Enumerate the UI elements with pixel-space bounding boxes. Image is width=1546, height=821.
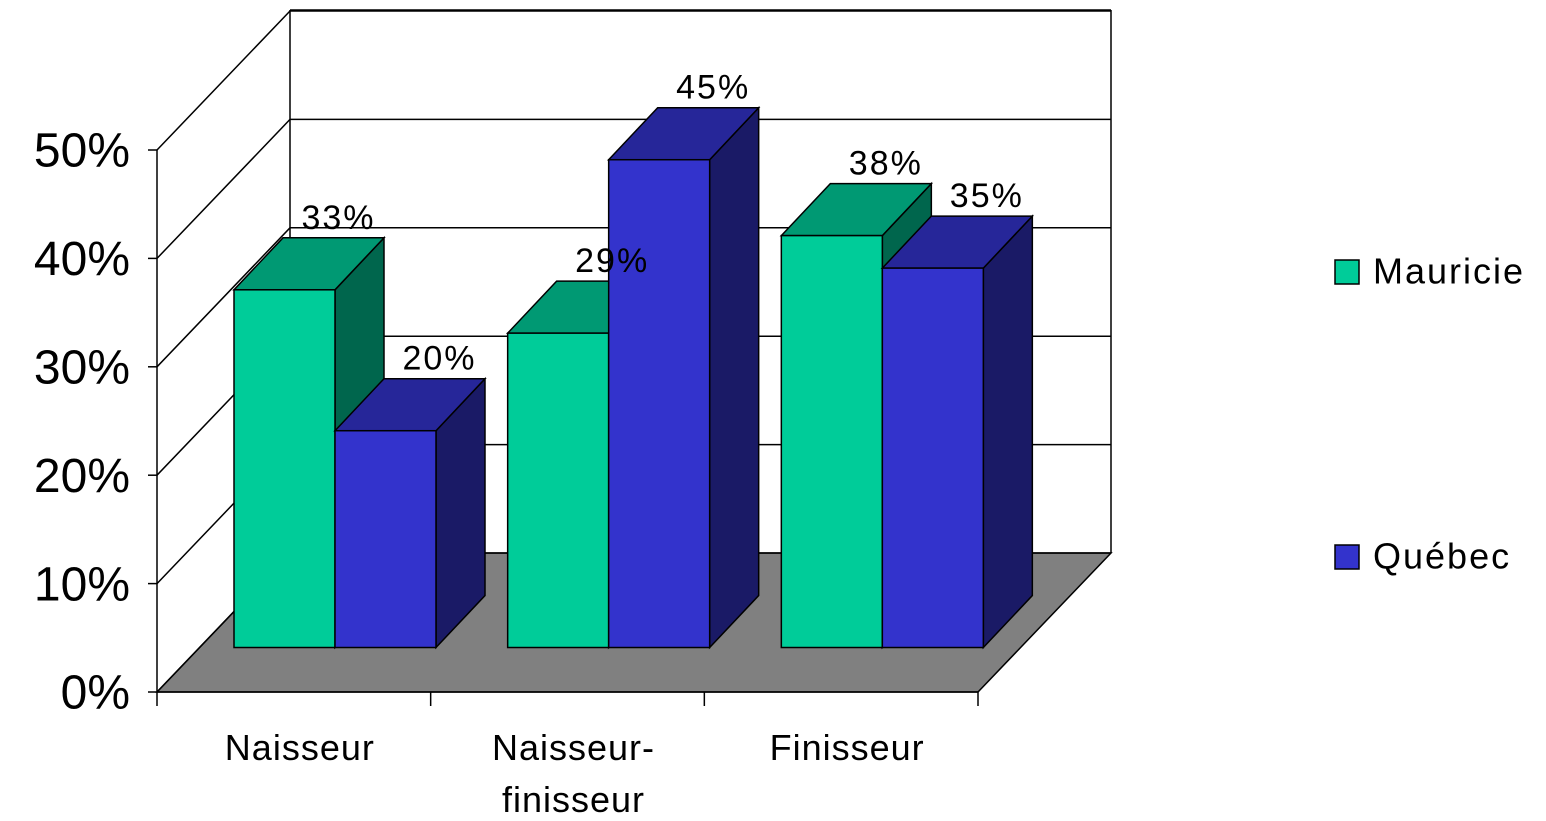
bar — [780, 234, 884, 649]
value-label: 35% — [950, 177, 1024, 215]
bar-side — [708, 105, 760, 650]
y-tick-label: 20% — [34, 450, 130, 503]
grid-line — [156, 10, 291, 151]
y-tick-label: 10% — [34, 558, 130, 611]
value-label: 29% — [575, 242, 649, 280]
y-tick-label: 40% — [34, 233, 130, 286]
legend-label: Mauricie — [1373, 251, 1525, 292]
bar — [233, 289, 336, 649]
bar — [506, 332, 610, 649]
legend-swatch — [1334, 259, 1360, 285]
value-label: 45% — [676, 69, 750, 107]
x-tick-label: Naisseur-finisseur — [491, 727, 656, 820]
y-tick-label: 0% — [61, 667, 130, 720]
bar-side — [982, 214, 1034, 650]
legend-label: Québec — [1373, 536, 1511, 577]
value-label: 20% — [402, 340, 476, 378]
bar — [607, 158, 711, 649]
value-label: 38% — [849, 145, 923, 183]
value-label: 33% — [301, 199, 375, 237]
y-tick-label: 50% — [34, 125, 130, 178]
bar — [881, 267, 985, 649]
grid-line — [156, 227, 291, 368]
x-tick-label: Finisseur — [769, 727, 925, 768]
legend-swatch — [1334, 544, 1360, 570]
bar — [334, 429, 437, 649]
x-tick-label: Naisseur — [224, 727, 375, 768]
grid-line — [156, 118, 291, 259]
y-tick-label: 30% — [34, 341, 130, 394]
